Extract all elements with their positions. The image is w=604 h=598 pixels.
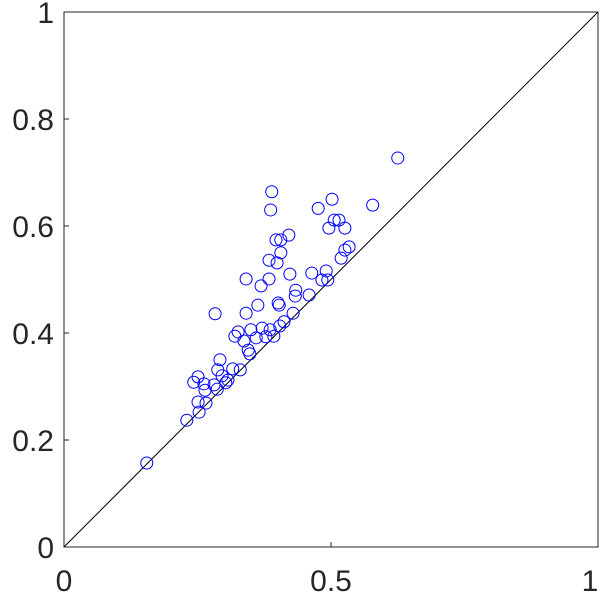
x-tick-label: 0 [56, 565, 73, 598]
point [286, 306, 300, 320]
point [210, 382, 224, 396]
point [221, 373, 235, 387]
y-tick-label: 0.6 [12, 211, 54, 244]
point [197, 377, 211, 391]
point [264, 203, 278, 217]
point [289, 283, 303, 297]
point [315, 273, 329, 287]
point [305, 266, 319, 280]
point [237, 334, 251, 348]
point [265, 185, 279, 199]
point [274, 233, 288, 247]
point [187, 375, 201, 389]
point [262, 272, 276, 286]
point [283, 267, 297, 281]
point [233, 363, 247, 377]
point [263, 323, 277, 337]
point [342, 240, 356, 254]
point [259, 330, 273, 344]
point [319, 264, 333, 278]
point [254, 279, 268, 293]
point [208, 307, 222, 321]
diagonal-line [63, 11, 599, 548]
point [198, 383, 212, 397]
point [288, 289, 302, 303]
point [271, 296, 285, 310]
point [269, 233, 283, 247]
point [244, 323, 258, 337]
point [322, 221, 336, 235]
point [228, 329, 242, 343]
point [321, 273, 335, 287]
point [239, 306, 253, 320]
point [311, 201, 325, 215]
y-tick-label: 0.4 [12, 318, 54, 351]
point [251, 298, 265, 312]
point [192, 405, 206, 419]
point [180, 413, 194, 427]
point [213, 353, 227, 367]
point [199, 396, 213, 410]
y-tick-label: 1 [37, 0, 54, 30]
point [334, 251, 348, 265]
point [226, 362, 240, 376]
point [273, 319, 287, 333]
point [338, 243, 352, 257]
point [243, 347, 257, 361]
point [277, 315, 291, 329]
point [302, 288, 316, 302]
point [231, 325, 245, 339]
point [282, 228, 296, 242]
point [325, 192, 339, 206]
point [391, 151, 405, 165]
x-tick-label: 0.5 [310, 565, 352, 598]
point [219, 376, 233, 390]
y-tick-label: 0 [37, 532, 54, 565]
point [191, 395, 205, 409]
point [140, 456, 154, 470]
point [366, 198, 380, 212]
y-tick-label: 0.8 [12, 104, 54, 137]
point [249, 331, 263, 345]
x-tick-label: 1 [582, 565, 599, 598]
y-tick-label: 0.2 [12, 425, 54, 458]
point [262, 253, 276, 267]
point [338, 221, 352, 235]
point [270, 256, 284, 270]
point [272, 298, 286, 312]
point [267, 329, 281, 343]
point [239, 272, 253, 286]
point [255, 321, 269, 335]
